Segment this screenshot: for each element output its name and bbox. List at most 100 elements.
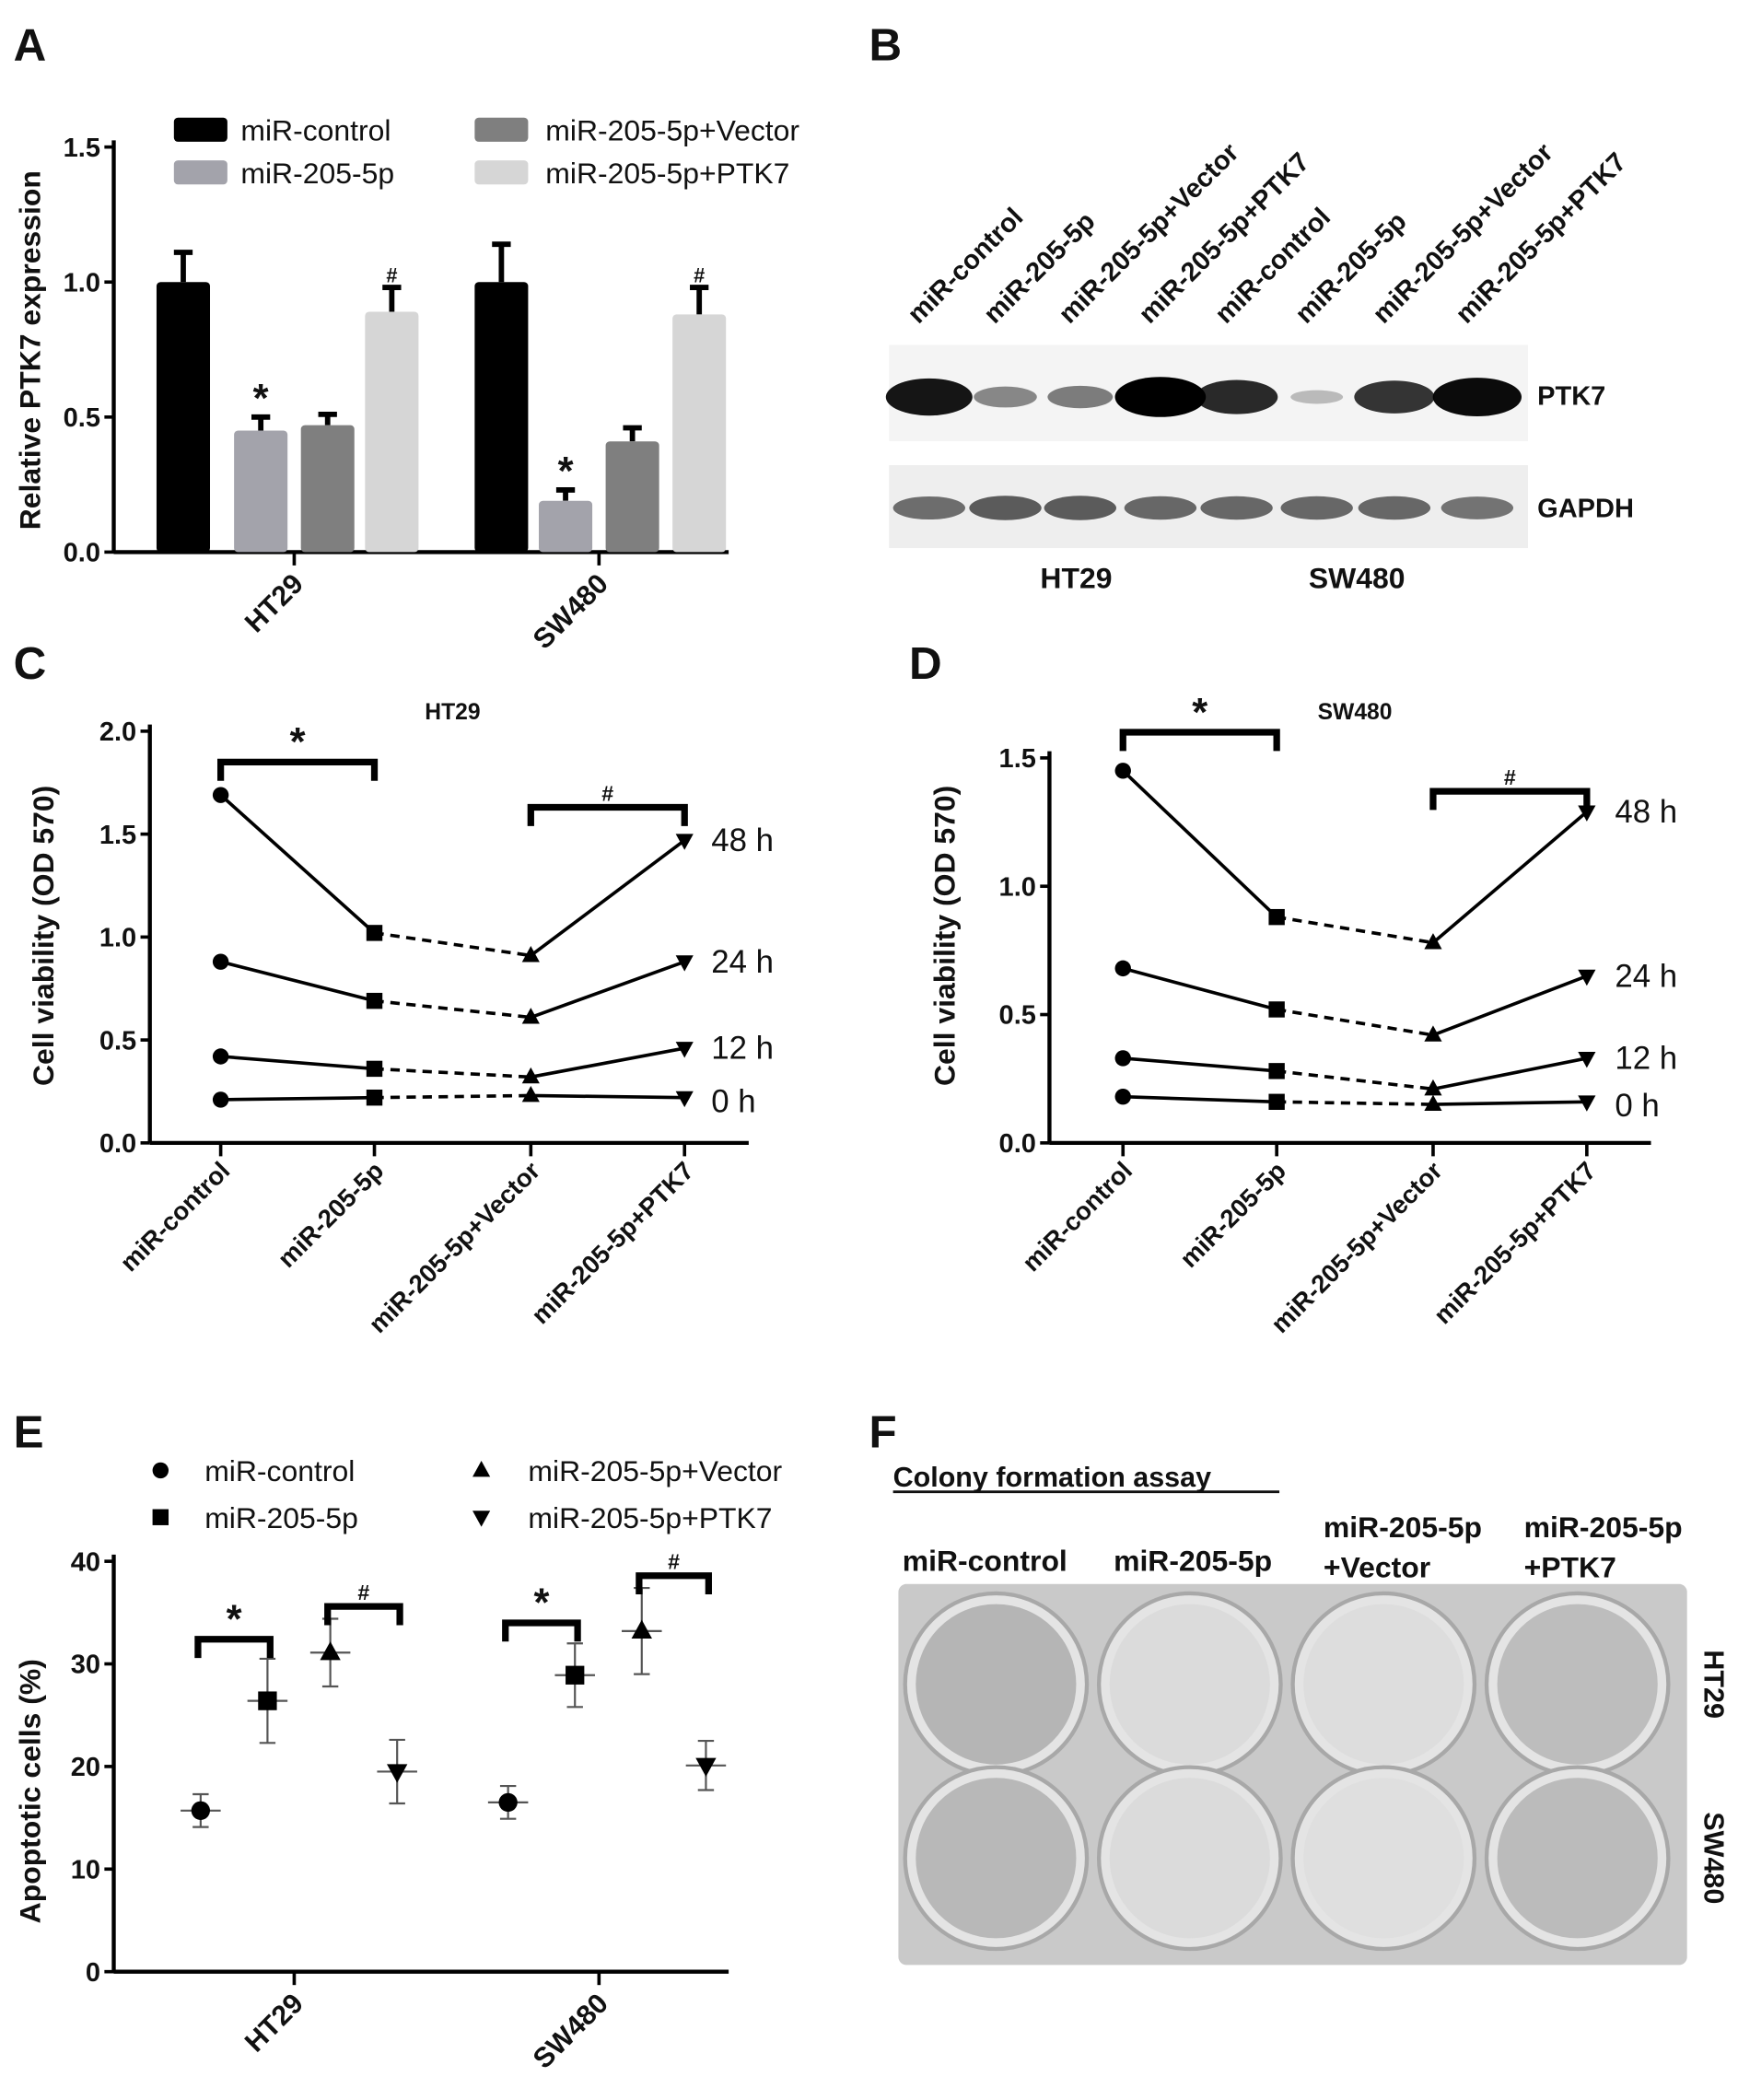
data-point xyxy=(1578,805,1596,822)
bar xyxy=(605,441,659,553)
column-label: miR-205-5p xyxy=(1114,1544,1272,1577)
y-tick-label: 0.5 xyxy=(99,1026,136,1056)
significance-label: * xyxy=(1192,691,1207,735)
series-line-segment xyxy=(1122,966,1277,1011)
series-line-segment xyxy=(1123,1094,1277,1104)
panel-label-f: F xyxy=(869,1407,897,1458)
series-line-segment xyxy=(219,793,376,935)
significance-bracket xyxy=(324,1603,403,1626)
y-tick-label: 0.0 xyxy=(999,1129,1036,1159)
legend-swatch xyxy=(173,117,227,142)
series-label: 48 h xyxy=(1615,794,1677,830)
well xyxy=(1484,1765,1671,1952)
legend-label: miR-control xyxy=(240,113,391,146)
legend-swatch xyxy=(173,160,227,185)
ptk7-band xyxy=(1354,380,1435,414)
data-point xyxy=(1114,960,1131,977)
legend-marker xyxy=(472,1460,491,1477)
data-point xyxy=(1424,1079,1442,1096)
data-point xyxy=(212,787,229,803)
column-label: miR-205-5p xyxy=(1324,1511,1482,1544)
legend-marker xyxy=(152,1462,169,1479)
series-label: 12 h xyxy=(711,1031,774,1067)
y-tick-label: 0 xyxy=(86,1958,100,1988)
x-tick-label: miR-205-5p+PTK7 xyxy=(526,1156,699,1329)
significance-label: # xyxy=(357,1581,369,1604)
data-point xyxy=(387,1764,408,1783)
y-axis-label: Apoptotic cells (%) xyxy=(14,1659,47,1923)
significance-bracket xyxy=(1119,729,1280,752)
bar xyxy=(474,282,529,553)
series-line-segment xyxy=(1431,811,1589,944)
y-tick-label: 40 xyxy=(71,1547,100,1577)
colony-stain xyxy=(916,1604,1077,1765)
bar xyxy=(539,500,593,553)
y-axis-label: Relative PTK7 expression xyxy=(14,170,47,530)
legend-label: miR-205-5p xyxy=(204,1501,358,1534)
gapdh-band xyxy=(1358,496,1431,520)
legend-label: miR-205-5p+PTK7 xyxy=(545,157,789,190)
y-tick-label: 1.0 xyxy=(999,872,1036,902)
series-line-segment xyxy=(220,1055,375,1071)
ptk7-band xyxy=(1195,379,1278,414)
y-tick-label: 20 xyxy=(71,1753,100,1782)
panel-f-colony-assay: Colony formation assay miR-control miR-205… xyxy=(893,1462,1730,1966)
ptk7-band xyxy=(1114,377,1207,417)
column-label: miR-control xyxy=(903,1544,1067,1577)
y-tick-label: 0.5 xyxy=(64,403,100,433)
cell-line-label: SW480 xyxy=(1309,562,1406,595)
series-line-segment xyxy=(530,838,686,957)
data-point xyxy=(521,1067,540,1084)
panel-e-scatter-chart: 0 10 20 30 40 Apoptotic cells (%) * # * # HT29 SW48… xyxy=(14,1454,783,2075)
data-point xyxy=(521,1086,540,1102)
data-point xyxy=(320,1641,341,1661)
data-point xyxy=(1114,763,1131,779)
legend-label: miR-205-5p+PTK7 xyxy=(528,1501,772,1534)
gapdh-band xyxy=(1044,496,1116,520)
series-line-segment xyxy=(220,960,375,1003)
panel-label-e: E xyxy=(14,1407,44,1458)
data-point xyxy=(1578,969,1596,986)
y-axis-label: Cell viability (OD 570) xyxy=(927,786,961,1086)
data-point xyxy=(1268,1001,1285,1018)
data-point xyxy=(675,1091,694,1108)
column-label: +Vector xyxy=(1324,1551,1430,1584)
y-tick-label: 0.0 xyxy=(64,539,100,568)
data-point xyxy=(212,1048,229,1065)
data-point xyxy=(675,1042,694,1058)
legend-marker xyxy=(472,1511,491,1527)
y-tick-label: 10 xyxy=(71,1855,100,1884)
series-line-segment xyxy=(531,1093,685,1100)
data-point xyxy=(1268,1093,1285,1110)
colony-stain xyxy=(1497,1778,1658,1939)
x-tick-label: HT29 xyxy=(239,1988,309,2059)
significance-label: # xyxy=(601,781,613,805)
gapdh-band xyxy=(892,496,965,520)
data-point xyxy=(212,953,229,970)
panel-label-b: B xyxy=(869,19,903,70)
data-point xyxy=(1578,1095,1596,1112)
cell-line-label: HT29 xyxy=(1040,562,1112,595)
x-tick-label: miR-control xyxy=(114,1156,235,1277)
significance-bracket xyxy=(527,803,688,826)
ptk7-band xyxy=(1047,385,1114,409)
y-tick-label: 1.0 xyxy=(99,924,136,953)
x-tick-label: HT29 xyxy=(239,568,309,639)
data-point xyxy=(695,1757,717,1777)
data-point xyxy=(1268,1063,1285,1079)
significance-label: # xyxy=(694,263,705,286)
protein-label: PTK7 xyxy=(1537,382,1605,412)
data-point xyxy=(1424,1094,1442,1112)
gapdh-band xyxy=(1280,496,1353,520)
series-line-segment xyxy=(1276,1008,1434,1037)
legend-swatch xyxy=(474,160,529,185)
column-label: miR-205-5p xyxy=(1524,1511,1683,1544)
series-label: 0 h xyxy=(1615,1088,1659,1124)
legend-label: miR-205-5p+Vector xyxy=(545,113,799,146)
significance-label: # xyxy=(386,263,397,286)
series-line-segment xyxy=(1277,1100,1433,1106)
series-line-segment xyxy=(1121,769,1278,918)
panel-label-c: C xyxy=(14,638,47,689)
series-label: 48 h xyxy=(711,822,774,858)
assay-title: Colony formation assay xyxy=(893,1462,1211,1493)
